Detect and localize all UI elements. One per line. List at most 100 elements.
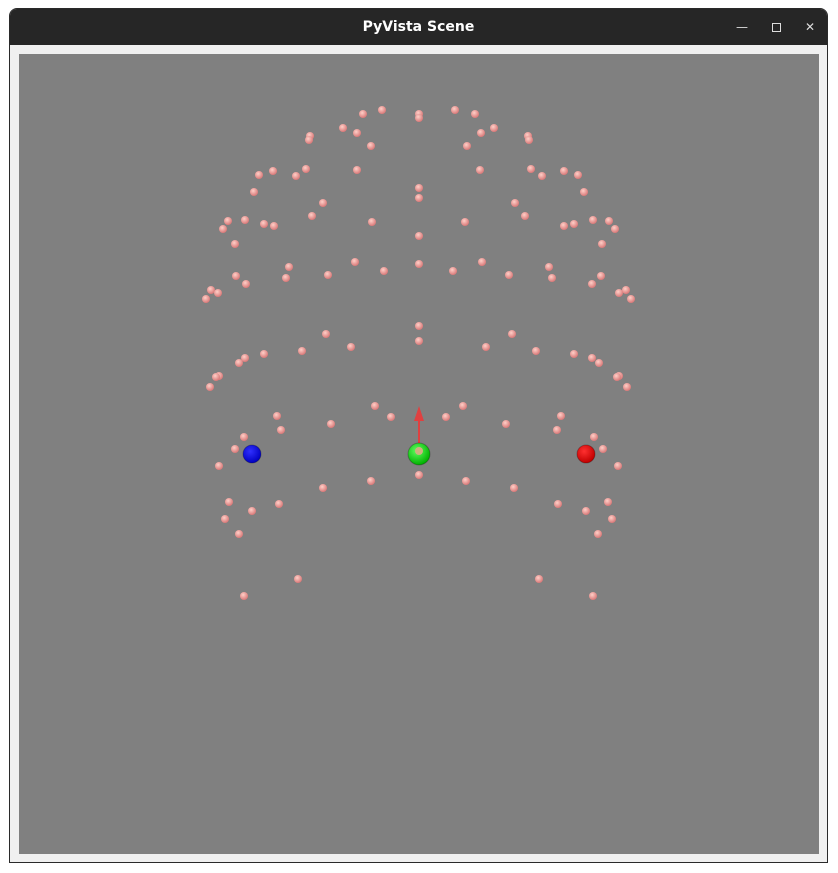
- marker-point: [378, 106, 386, 114]
- marker-point: [511, 199, 519, 207]
- marker-point: [214, 289, 222, 297]
- marker-point: [221, 515, 229, 523]
- marker-point: [202, 295, 210, 303]
- marker-point: [608, 515, 616, 523]
- marker-point: [415, 114, 423, 122]
- red-sphere: [576, 444, 596, 464]
- marker-point: [322, 330, 330, 338]
- marker-point: [302, 165, 310, 173]
- marker-point: [574, 171, 582, 179]
- marker-point: [554, 500, 562, 508]
- marker-point: [415, 194, 423, 202]
- marker-point: [597, 272, 605, 280]
- marker-point: [623, 383, 631, 391]
- marker-point: [285, 263, 293, 271]
- marker-point: [627, 295, 635, 303]
- marker-point: [535, 575, 543, 583]
- marker-point: [308, 212, 316, 220]
- marker-point: [353, 129, 361, 137]
- marker-point: [277, 426, 285, 434]
- marker-point: [588, 280, 596, 288]
- marker-point: [269, 167, 277, 175]
- marker-point: [589, 592, 597, 600]
- marker-point: [560, 222, 568, 230]
- marker-point: [580, 188, 588, 196]
- marker-point: [525, 136, 533, 144]
- marker-point: [478, 258, 486, 266]
- title-bar[interactable]: PyVista Scene — ✕: [10, 9, 827, 45]
- marker-point: [449, 267, 457, 275]
- window-title: PyVista Scene: [362, 19, 475, 35]
- marker-point: [527, 165, 535, 173]
- marker-point: [232, 272, 240, 280]
- marker-point: [415, 471, 423, 479]
- marker-point: [570, 220, 578, 228]
- marker-point: [282, 274, 290, 282]
- scene-canvas: [202, 106, 635, 600]
- marker-point: [255, 171, 263, 179]
- marker-point: [538, 172, 546, 180]
- marker-point: [371, 402, 379, 410]
- arrow-head: [414, 406, 424, 421]
- marker-point: [615, 289, 623, 297]
- marker-point: [231, 445, 239, 453]
- marker-point: [207, 286, 215, 294]
- marker-point: [599, 445, 607, 453]
- marker-point: [505, 271, 513, 279]
- marker-point: [380, 267, 388, 275]
- marker-point: [298, 347, 306, 355]
- marker-point: [553, 426, 561, 434]
- marker-point: [590, 433, 598, 441]
- marker-point: [273, 412, 281, 420]
- marker-point: [461, 218, 469, 226]
- marker-point: [387, 413, 395, 421]
- marker-point: [339, 124, 347, 132]
- marker-point: [324, 271, 332, 279]
- marker-point: [319, 199, 327, 207]
- marker-point: [463, 142, 471, 150]
- marker-point: [508, 330, 516, 338]
- marker-point: [442, 413, 450, 421]
- marker-point: [305, 136, 313, 144]
- maximize-icon[interactable]: [766, 17, 786, 37]
- blue-sphere: [242, 444, 262, 464]
- marker-point: [235, 530, 243, 538]
- marker-point: [595, 359, 603, 367]
- marker-point: [240, 433, 248, 441]
- marker-point: [292, 172, 300, 180]
- marker-point: [415, 260, 423, 268]
- close-icon[interactable]: ✕: [804, 20, 816, 34]
- marker-point: [351, 258, 359, 266]
- marker-point: [206, 383, 214, 391]
- marker-point: [521, 212, 529, 220]
- marker-point: [327, 420, 335, 428]
- marker-point: [367, 477, 375, 485]
- marker-point: [248, 507, 256, 515]
- minimize-icon[interactable]: —: [736, 20, 748, 34]
- marker-point: [548, 274, 556, 282]
- marker-point: [545, 263, 553, 271]
- pyvista-window: PyVista Scene — ✕: [9, 8, 828, 863]
- marker-point: [605, 217, 613, 225]
- marker-point: [570, 350, 578, 358]
- marker-point: [415, 337, 423, 345]
- marker-point: [367, 142, 375, 150]
- marker-point: [260, 220, 268, 228]
- marker-point: [224, 217, 232, 225]
- marker-point: [241, 354, 249, 362]
- marker-point: [589, 216, 597, 224]
- marker-point: [212, 373, 220, 381]
- marker-point: [219, 225, 227, 233]
- marker-point: [622, 286, 630, 294]
- marker-point: [215, 462, 223, 470]
- marker-point: [225, 498, 233, 506]
- marker-point: [368, 218, 376, 226]
- render-viewport[interactable]: [19, 54, 819, 854]
- marker-point: [415, 232, 423, 240]
- marker-point: [319, 484, 327, 492]
- marker-point: [347, 343, 355, 351]
- marker-point: [231, 240, 239, 248]
- marker-point: [415, 184, 423, 192]
- marker-point: [604, 498, 612, 506]
- marker-point: [476, 166, 484, 174]
